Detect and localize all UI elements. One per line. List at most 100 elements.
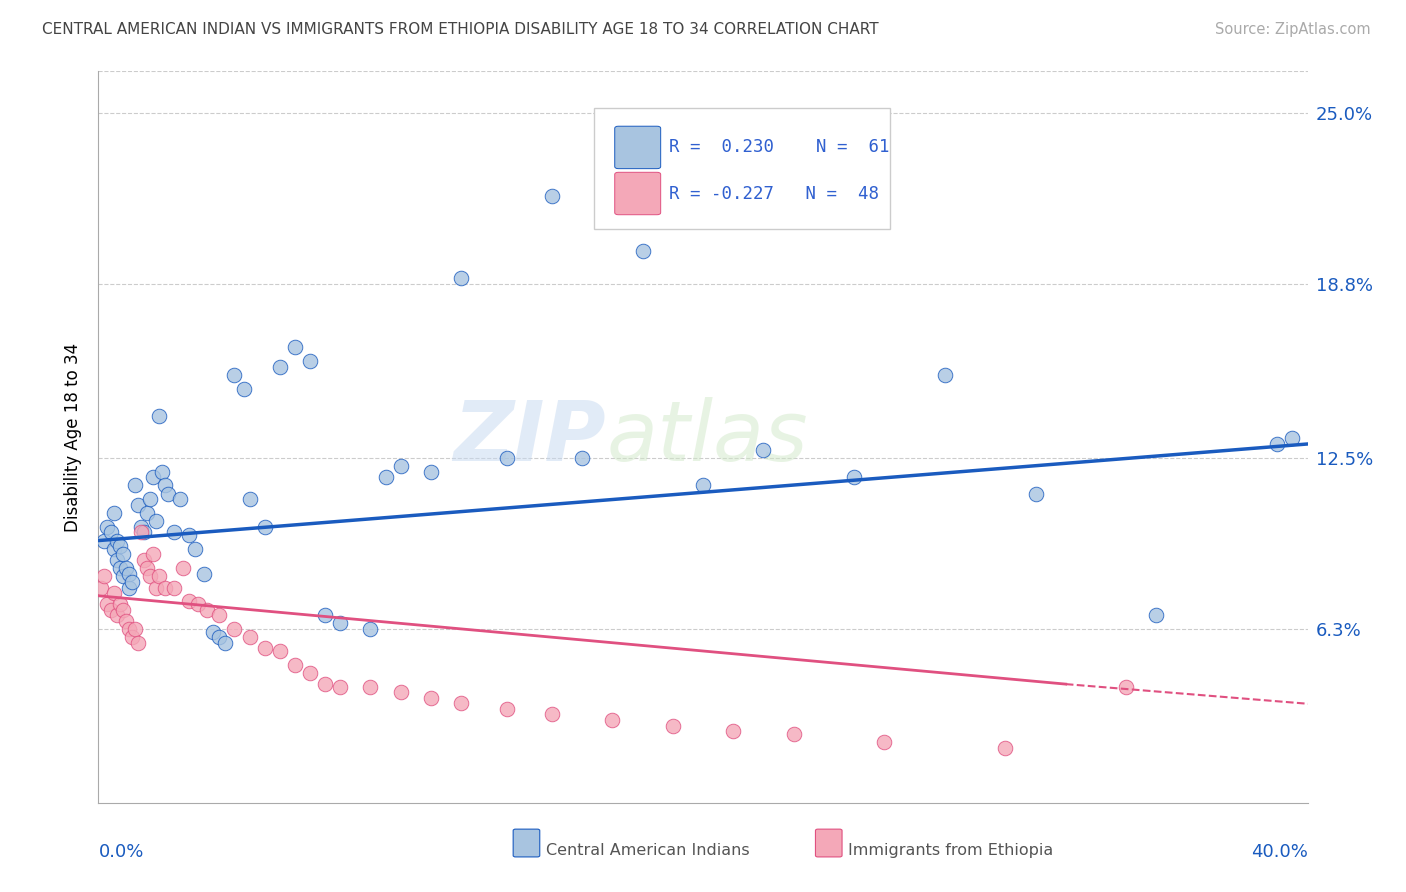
Point [108, 597, 131, 611]
Point [602, 713, 624, 727]
Point [299, 666, 322, 681]
Point [299, 354, 322, 368]
Point [314, 677, 336, 691]
Y-axis label: Disability Age 18 to 34: Disability Age 18 to 34 [65, 343, 83, 532]
Point [100, 525, 122, 540]
Point [495, 450, 517, 465]
Point [105, 608, 128, 623]
Point [420, 690, 443, 705]
Point [142, 470, 165, 484]
Text: atlas: atlas [606, 397, 808, 477]
Point [100, 602, 122, 616]
Text: CENTRAL AMERICAN INDIAN VS IMMIGRANTS FROM ETHIOPIA DISABILITY AGE 18 TO 34 CORR: CENTRAL AMERICAN INDIAN VS IMMIGRANTS FR… [42, 22, 879, 37]
Point [723, 724, 745, 739]
Point [253, 641, 276, 656]
Point [118, 622, 141, 636]
Point [540, 188, 562, 202]
Point [187, 597, 209, 611]
Point [389, 685, 412, 699]
Point [692, 478, 714, 492]
Point [193, 566, 215, 581]
Point [105, 533, 128, 548]
Text: Source: ZipAtlas.com: Source: ZipAtlas.com [1215, 22, 1371, 37]
FancyBboxPatch shape [614, 172, 661, 215]
Point [150, 465, 173, 479]
Point [224, 622, 246, 636]
Point [111, 548, 134, 562]
Text: R =  0.230    N =  61: R = 0.230 N = 61 [669, 138, 890, 156]
Point [114, 561, 136, 575]
Point [93, 569, 115, 583]
Point [239, 492, 262, 507]
FancyBboxPatch shape [513, 830, 540, 857]
Text: Immigrants from Ethiopia: Immigrants from Ethiopia [848, 843, 1053, 858]
Point [153, 581, 176, 595]
Point [163, 525, 186, 540]
Point [142, 548, 165, 562]
Point [124, 622, 146, 636]
Point [1024, 486, 1046, 500]
Point [284, 657, 307, 672]
Point [783, 727, 806, 741]
Point [284, 340, 307, 354]
Point [135, 506, 157, 520]
Point [195, 602, 218, 616]
Point [540, 707, 562, 722]
Point [148, 569, 170, 583]
Point [269, 644, 291, 658]
Point [114, 614, 136, 628]
Point [179, 594, 201, 608]
Point [208, 630, 231, 644]
Point [224, 368, 246, 382]
Point [103, 506, 125, 520]
Point [90, 581, 112, 595]
Point [232, 382, 254, 396]
Point [450, 697, 472, 711]
FancyBboxPatch shape [595, 108, 890, 228]
Point [108, 539, 131, 553]
Point [108, 561, 131, 575]
Point [314, 608, 336, 623]
Point [139, 569, 162, 583]
Point [179, 528, 201, 542]
Point [360, 622, 382, 636]
Point [172, 561, 194, 575]
Point [420, 465, 443, 479]
Point [208, 608, 231, 623]
Point [631, 244, 654, 258]
Point [269, 359, 291, 374]
Point [148, 409, 170, 424]
Point [1115, 680, 1137, 694]
FancyBboxPatch shape [815, 830, 842, 857]
Point [1144, 608, 1167, 623]
Point [127, 498, 149, 512]
Point [96, 597, 118, 611]
Point [93, 533, 115, 548]
Point [127, 636, 149, 650]
Point [129, 525, 152, 540]
Point [329, 616, 352, 631]
Point [124, 478, 146, 492]
Point [121, 574, 143, 589]
Point [103, 541, 125, 556]
Text: Central American Indians: Central American Indians [546, 843, 749, 858]
Point [329, 680, 352, 694]
Point [214, 636, 236, 650]
Point [96, 520, 118, 534]
Text: 0.0%: 0.0% [98, 843, 143, 861]
Point [571, 450, 593, 465]
Point [118, 566, 141, 581]
Point [135, 561, 157, 575]
Point [145, 514, 167, 528]
Point [1281, 432, 1303, 446]
Point [239, 630, 262, 644]
Point [163, 581, 186, 595]
Point [184, 541, 207, 556]
Point [145, 581, 167, 595]
Text: ZIP: ZIP [454, 397, 606, 477]
Point [360, 680, 382, 694]
Point [450, 271, 472, 285]
Point [661, 718, 683, 732]
Point [1267, 437, 1289, 451]
Point [934, 368, 956, 382]
